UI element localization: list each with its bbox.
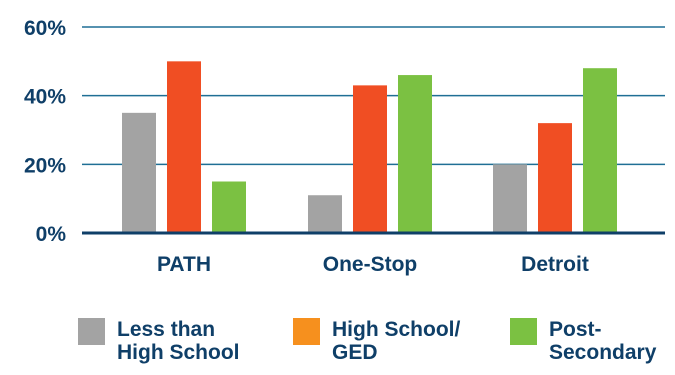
x-category-label: Detroit <box>521 253 589 276</box>
bar-one-stop-series-2 <box>398 75 432 233</box>
bar-path-series-2 <box>212 181 246 233</box>
bar-detroit-series-2 <box>583 68 617 233</box>
bar-path-series-0 <box>122 112 156 233</box>
x-category-label: PATH <box>157 253 211 276</box>
y-tick-label: 0% <box>36 223 67 246</box>
bar-one-stop-series-1 <box>353 85 387 233</box>
bars <box>82 61 665 235</box>
x-axis-labels: PATH One-Stop Detroit <box>157 253 589 276</box>
bar-one-stop-series-0 <box>308 195 342 233</box>
y-axis-ticks: 0% 20% 40% 60% <box>24 17 66 246</box>
y-tick-label: 60% <box>24 17 66 40</box>
x-category-label: One-Stop <box>323 253 418 276</box>
y-tick-label: 20% <box>24 154 66 177</box>
bar-path-series-1 <box>167 61 201 234</box>
y-tick-label: 40% <box>24 86 66 109</box>
bar-detroit-series-0 <box>493 164 527 233</box>
bar-detroit-series-1 <box>538 123 572 233</box>
